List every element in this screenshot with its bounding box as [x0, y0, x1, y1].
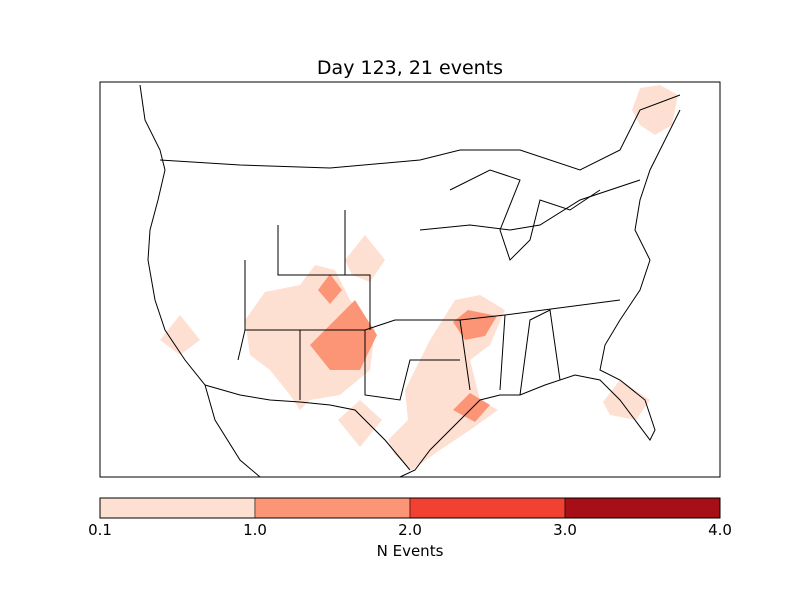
event-region	[318, 274, 342, 304]
colorbar-tick-label: 2.0	[398, 521, 422, 539]
colorbar-frame	[99, 497, 721, 519]
map-frame	[99, 81, 721, 478]
event-region	[603, 380, 650, 420]
us-mexico-border	[204, 384, 411, 471]
event-region	[338, 400, 382, 447]
event-region	[310, 300, 377, 370]
colorbar-bin	[564, 497, 721, 519]
colorbar-bin	[99, 497, 256, 519]
event-region	[160, 315, 200, 355]
east-coast	[399, 109, 681, 477]
state-line	[277, 225, 371, 330]
state-line	[499, 314, 506, 391]
colorbar-tick-label: 1.0	[243, 521, 267, 539]
state-line	[519, 309, 561, 396]
state-line	[504, 299, 621, 316]
us-canada-border	[159, 94, 681, 171]
event-region	[245, 265, 375, 410]
great-lakes	[449, 169, 601, 261]
coastlines-and-borders	[139, 84, 681, 477]
event-region	[345, 235, 385, 282]
state-line	[245, 314, 506, 331]
colorbar-tick-label: 3.0	[553, 521, 577, 539]
colorbar-bin	[409, 497, 566, 519]
event-region	[388, 295, 505, 470]
colorbar-tick-label: 0.1	[88, 521, 112, 539]
map-title: Day 123, 21 events	[316, 57, 504, 79]
colorbar-tick-label: 4.0	[708, 521, 732, 539]
colorbar-label: N Events	[376, 542, 444, 560]
state-line	[364, 330, 460, 401]
event-region	[632, 85, 678, 135]
state-line	[459, 319, 471, 391]
west-coast	[139, 84, 261, 477]
colorbar-bin	[254, 497, 411, 519]
